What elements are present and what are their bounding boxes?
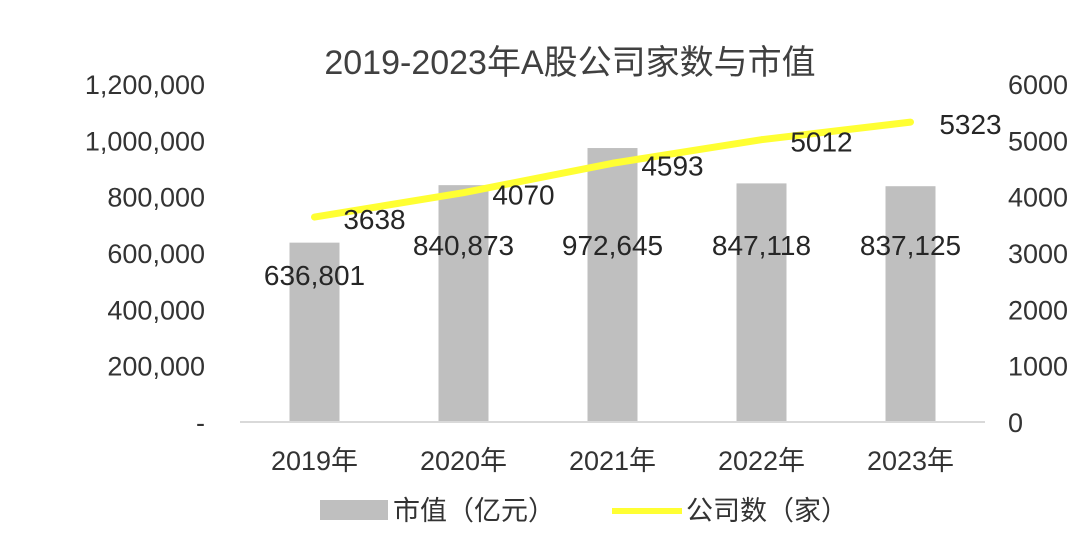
left-tick-label: 400,000: [107, 295, 205, 325]
category-label: 2021年: [569, 446, 656, 476]
legend-swatch-bar: [320, 500, 388, 520]
bar-data-label: 847,118: [712, 230, 811, 261]
x-axis-categories: 2019年 2020年 2021年 2022年 2023年: [271, 446, 954, 476]
left-tick-label: 200,000: [107, 352, 205, 382]
right-tick-label: 6000: [1008, 70, 1068, 100]
line-data-label: 4593: [641, 150, 703, 181]
line-data-label: 5012: [790, 127, 852, 158]
bar: [438, 185, 489, 422]
line-series: [311, 118, 914, 221]
right-tick-label: 3000: [1008, 239, 1068, 269]
bar: [587, 148, 638, 422]
left-tick-label: 1,200,000: [85, 70, 205, 100]
right-axis: 0 1000 2000 3000 4000 5000 6000: [1008, 70, 1068, 438]
bar: [736, 183, 787, 422]
right-tick-label: 2000: [1008, 295, 1068, 325]
legend-label-bar: 市值（亿元）: [393, 496, 555, 526]
right-tick-label: 0: [1008, 408, 1023, 438]
bar-data-label: 837,125: [860, 230, 961, 261]
legend: 市值（亿元） 公司数（家）: [320, 496, 848, 526]
category-label: 2023年: [867, 446, 954, 476]
line-data-label: 5323: [939, 109, 1001, 140]
line-data-label: 4070: [492, 180, 554, 211]
left-tick-label: 1,000,000: [85, 126, 205, 156]
bar-data-label: 972,645: [562, 230, 663, 261]
left-axis: - 200,000 400,000 600,000 800,000 1,000,000 1,…: [85, 70, 205, 438]
line-data-labels: 3638 4070 4593 5012 5323: [343, 109, 1001, 235]
bar-data-labels: 636,801 840,873 972,645 847,118 837,125: [264, 230, 961, 291]
category-label: 2019年: [271, 446, 358, 476]
left-tick-label: 800,000: [107, 183, 205, 213]
right-tick-label: 5000: [1008, 126, 1068, 156]
series-line: [311, 118, 914, 221]
chart-title: 2019-2023年A股公司家数与市值: [324, 44, 815, 82]
bar-series: [289, 148, 936, 422]
category-label: 2020年: [420, 446, 507, 476]
bar: [289, 242, 340, 422]
bar-data-label: 636,801: [264, 260, 365, 291]
right-tick-label: 4000: [1008, 183, 1068, 213]
bar-data-label: 840,873: [413, 230, 514, 261]
right-tick-label: 1000: [1008, 352, 1068, 382]
category-label: 2022年: [718, 446, 805, 476]
bar: [885, 186, 936, 422]
left-tick-label: -: [196, 408, 205, 438]
legend-label-line: 公司数（家）: [686, 496, 848, 526]
left-tick-label: 600,000: [107, 239, 205, 269]
line-data-label: 3638: [343, 204, 405, 235]
